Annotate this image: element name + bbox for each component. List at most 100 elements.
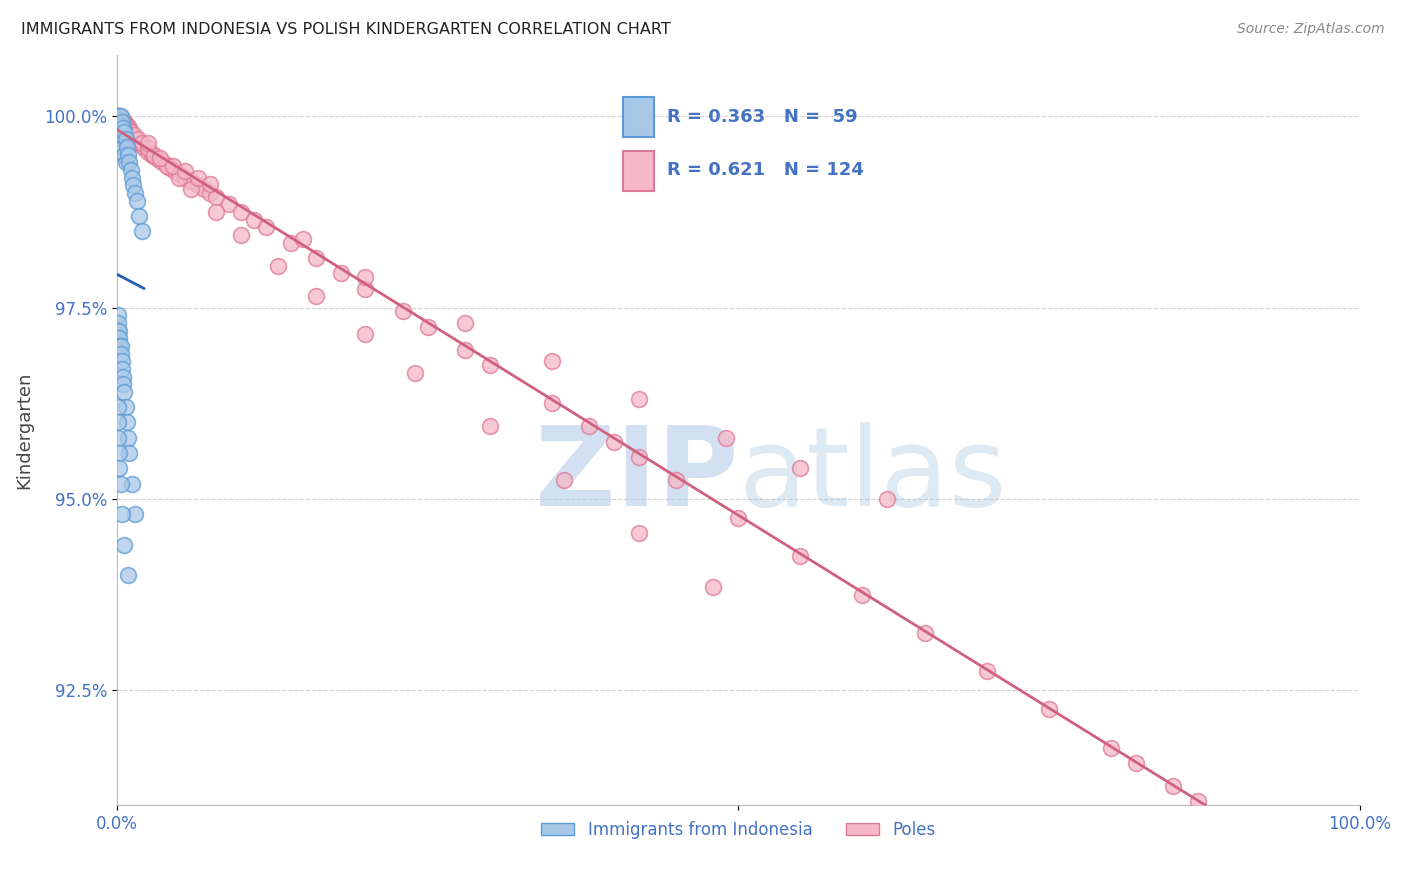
Point <box>229 205 252 219</box>
Point <box>115 140 138 154</box>
Point <box>112 384 135 399</box>
Point <box>112 369 135 384</box>
Point <box>115 125 138 139</box>
Point <box>627 450 650 464</box>
Y-axis label: Kindergarten: Kindergarten <box>15 371 32 489</box>
Point <box>187 178 209 193</box>
Point <box>478 358 501 372</box>
Point <box>553 473 575 487</box>
Point <box>155 158 177 172</box>
Point <box>404 366 426 380</box>
Point <box>115 119 138 133</box>
Point <box>108 120 131 135</box>
Point <box>111 114 134 128</box>
Point <box>107 120 129 135</box>
Point <box>107 111 129 125</box>
Point <box>914 625 936 640</box>
Point <box>478 419 501 434</box>
Point <box>122 131 145 145</box>
Point <box>229 227 252 242</box>
Point <box>115 416 138 430</box>
Point <box>110 114 132 128</box>
Point <box>391 304 413 318</box>
Point <box>193 182 215 196</box>
Point <box>122 128 145 143</box>
Point <box>540 396 562 410</box>
Point <box>121 476 143 491</box>
Point <box>112 147 135 161</box>
Point <box>127 132 149 146</box>
Point <box>174 170 197 185</box>
Point <box>702 580 724 594</box>
Point <box>540 354 562 368</box>
Point <box>976 664 998 678</box>
Point <box>1225 817 1247 831</box>
Point <box>112 140 135 154</box>
Point <box>114 119 136 133</box>
Point <box>851 588 873 602</box>
Point <box>789 549 811 564</box>
Point <box>110 119 132 133</box>
Point <box>111 362 134 376</box>
Point <box>112 125 135 139</box>
Point <box>120 125 142 139</box>
Point <box>112 120 135 134</box>
Point <box>205 205 228 219</box>
Point <box>118 446 141 460</box>
Point <box>131 138 153 153</box>
Text: IMMIGRANTS FROM INDONESIA VS POLISH KINDERGARTEN CORRELATION CHART: IMMIGRANTS FROM INDONESIA VS POLISH KIND… <box>21 22 671 37</box>
Point <box>124 132 146 146</box>
Point <box>107 109 129 123</box>
Point <box>107 324 129 338</box>
Point <box>108 446 131 460</box>
Point <box>603 434 626 449</box>
Point <box>665 473 688 487</box>
Point <box>143 149 166 163</box>
Point <box>111 115 134 129</box>
Point <box>136 141 159 155</box>
Point <box>112 115 135 129</box>
Point <box>107 400 129 414</box>
Point <box>112 114 135 128</box>
Point <box>117 120 139 134</box>
Point <box>111 354 134 368</box>
Point <box>110 111 132 125</box>
Point <box>714 431 737 445</box>
Point <box>149 152 172 166</box>
Point <box>876 491 898 506</box>
Point <box>107 331 129 345</box>
Point <box>578 419 600 434</box>
Point <box>198 177 221 191</box>
Point <box>111 132 134 146</box>
Point <box>114 400 136 414</box>
Point <box>112 377 135 392</box>
Text: Source: ZipAtlas.com: Source: ZipAtlas.com <box>1237 22 1385 37</box>
Point <box>112 115 135 129</box>
Point <box>114 155 136 169</box>
Point <box>124 186 146 200</box>
Point <box>627 526 650 541</box>
Point <box>143 147 166 161</box>
Point <box>108 339 131 353</box>
Point <box>131 136 153 150</box>
Point <box>110 128 132 143</box>
Point <box>107 113 129 128</box>
Point <box>108 109 131 123</box>
Point <box>108 113 131 128</box>
Point <box>159 161 181 176</box>
Point <box>111 119 134 133</box>
Point <box>114 117 136 131</box>
Point <box>1161 779 1184 793</box>
Point <box>1187 794 1209 808</box>
Point <box>118 155 141 169</box>
Point <box>354 327 377 342</box>
Point <box>789 461 811 475</box>
Point <box>1038 702 1060 716</box>
Point <box>267 259 290 273</box>
Legend: Immigrants from Indonesia, Poles: Immigrants from Indonesia, Poles <box>534 814 942 846</box>
Point <box>107 416 129 430</box>
Point <box>120 162 142 177</box>
Point <box>108 117 131 131</box>
Point <box>305 251 328 265</box>
Point <box>117 568 139 582</box>
